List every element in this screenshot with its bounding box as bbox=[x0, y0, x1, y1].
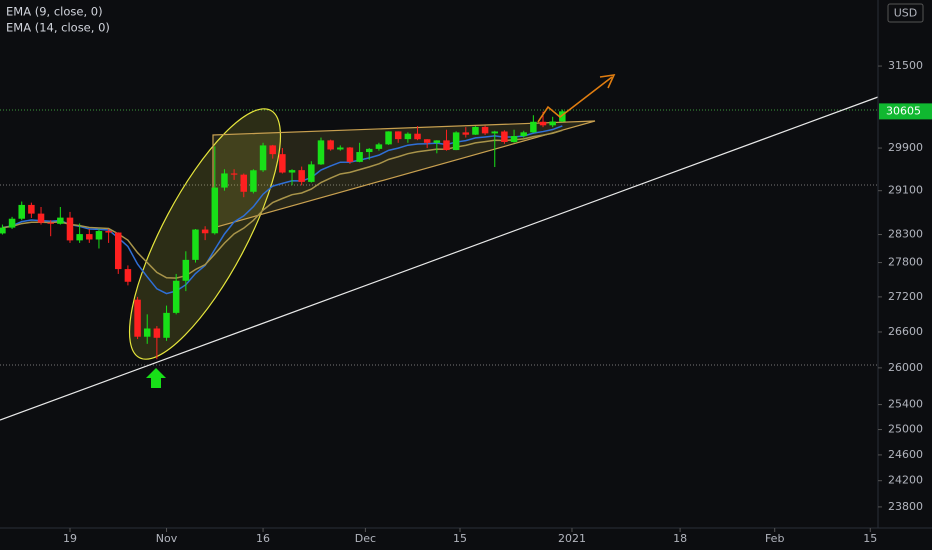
candle-body bbox=[18, 204, 25, 219]
candle-body bbox=[520, 132, 527, 137]
y-tick-label: 23800 bbox=[888, 500, 923, 513]
candle-body bbox=[240, 174, 248, 192]
candle-body bbox=[143, 328, 151, 337]
currency: USD bbox=[894, 7, 918, 20]
candle-body bbox=[433, 140, 441, 143]
candle-body bbox=[105, 231, 112, 233]
y-tick-label: 25000 bbox=[888, 423, 923, 436]
candle-body bbox=[28, 204, 35, 214]
candle-body bbox=[230, 173, 238, 175]
candle-body bbox=[115, 232, 122, 270]
y-tick-label: 29100 bbox=[888, 184, 923, 197]
y-tick-label: 24600 bbox=[888, 448, 923, 461]
candle-body bbox=[337, 147, 344, 150]
x-tick-label: Feb bbox=[765, 532, 784, 545]
candle-body bbox=[327, 140, 334, 150]
candle-body bbox=[201, 229, 209, 234]
candle-body bbox=[182, 259, 190, 281]
y-tick-label: 31500 bbox=[888, 59, 923, 72]
candle-body bbox=[549, 121, 556, 126]
candle-body bbox=[404, 133, 412, 140]
candle-body bbox=[95, 231, 103, 240]
candle-body bbox=[423, 139, 431, 143]
x-tick-label: Dec bbox=[355, 532, 376, 545]
candle-body bbox=[37, 213, 45, 223]
x-tick-label: 2021 bbox=[558, 532, 586, 545]
candle-body bbox=[8, 218, 16, 228]
candle-body bbox=[356, 152, 363, 162]
y-tick-label: 26600 bbox=[888, 325, 923, 338]
y-tick-label: 24200 bbox=[888, 474, 923, 487]
candle-body bbox=[76, 234, 83, 241]
candle-body bbox=[66, 217, 74, 241]
candle-body bbox=[481, 126, 489, 134]
wedge-drawing bbox=[212, 120, 596, 229]
y-tick-label: 26000 bbox=[888, 361, 923, 374]
arrow-head bbox=[599, 74, 616, 89]
candle-body bbox=[153, 328, 161, 338]
last-price-label: 30605 bbox=[886, 104, 921, 117]
candle-body bbox=[172, 280, 180, 313]
y-tick-label: 29900 bbox=[888, 141, 923, 154]
trend-line bbox=[0, 96, 879, 421]
candle-body bbox=[288, 170, 296, 173]
candle-body bbox=[472, 126, 479, 135]
buy-arrow bbox=[146, 368, 166, 388]
candle-body bbox=[491, 131, 498, 134]
candle-body bbox=[366, 148, 373, 153]
candle-body bbox=[443, 140, 450, 151]
candle-body bbox=[346, 147, 354, 162]
legend-entry: EMA (14, close, 0) bbox=[6, 21, 110, 35]
candle-body bbox=[414, 133, 421, 140]
x-tick-label: 18 bbox=[673, 532, 687, 545]
projection-arrow bbox=[537, 76, 613, 123]
x-tick-label: 19 bbox=[63, 532, 77, 545]
ema-line bbox=[2, 125, 563, 295]
x-tick-label: 15 bbox=[863, 532, 877, 545]
candle-body bbox=[317, 140, 325, 165]
y-tick-label: 27200 bbox=[888, 290, 923, 303]
y-tick-label: 27800 bbox=[888, 256, 923, 269]
candle-body bbox=[539, 121, 547, 126]
y-tick-label: 25400 bbox=[888, 398, 923, 411]
candle-body bbox=[259, 145, 267, 171]
candle-body bbox=[0, 227, 6, 234]
x-tick-label: 16 bbox=[256, 532, 270, 545]
candle-body bbox=[86, 234, 93, 240]
candle-body bbox=[452, 132, 460, 151]
candle-body bbox=[462, 132, 470, 135]
candle-body bbox=[298, 170, 305, 182]
candle-body bbox=[510, 136, 518, 143]
plot-area bbox=[0, 109, 566, 360]
legend-entry: EMA (9, close, 0) bbox=[6, 5, 103, 19]
candle-body bbox=[559, 111, 566, 122]
candle-body bbox=[57, 217, 64, 224]
last-price-tag bbox=[879, 103, 932, 120]
x-tick-label: Nov bbox=[156, 532, 178, 545]
x-tick-label: 15 bbox=[453, 532, 467, 545]
candle-body bbox=[163, 312, 170, 338]
candle-body bbox=[221, 173, 228, 188]
candle-body bbox=[530, 121, 537, 133]
candle-body bbox=[501, 131, 508, 143]
candle-body bbox=[385, 131, 392, 145]
candle-body bbox=[394, 131, 402, 140]
candle-body bbox=[134, 299, 141, 337]
currency-box bbox=[887, 3, 924, 23]
candle-body bbox=[375, 144, 383, 149]
y-tick-label: 28300 bbox=[888, 228, 923, 241]
candle-body bbox=[250, 170, 257, 192]
candle-body bbox=[124, 269, 132, 282]
candle-body bbox=[279, 154, 286, 173]
candle-body bbox=[211, 187, 219, 234]
candle-body bbox=[192, 229, 199, 260]
candle-body bbox=[47, 222, 54, 224]
candle-body bbox=[269, 145, 276, 155]
candle-body bbox=[308, 164, 315, 182]
ema-line bbox=[2, 129, 563, 279]
